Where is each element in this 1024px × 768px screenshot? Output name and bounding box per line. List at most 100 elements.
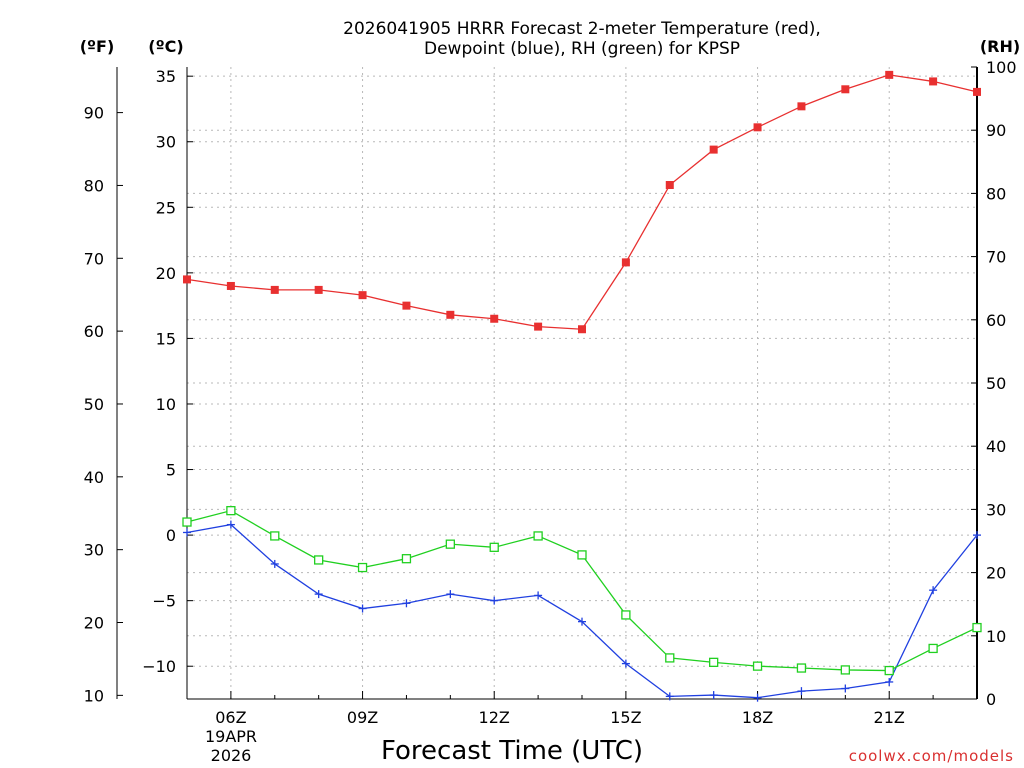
2-meter-temperature-point: [358, 291, 367, 300]
2-meter-temperature-point: [753, 123, 762, 132]
2-meter-temperature-point: [885, 70, 894, 79]
fahrenheit-tick-label: 40: [84, 468, 104, 487]
rh-tick-label: 60: [986, 311, 1006, 330]
celsius-tick-label: 20: [156, 264, 176, 283]
axes: 35302520151050−5−10908070605040302010100…: [84, 58, 1017, 727]
2-meter-temperature-point: [973, 87, 981, 96]
celsius-tick-label: 15: [156, 329, 176, 348]
x-tick-label: 15Z: [610, 708, 641, 727]
fahrenheit-tick-label: 60: [84, 322, 104, 341]
dewpoint-point: [709, 691, 718, 700]
relative-humidity-point: [489, 542, 499, 552]
celsius-tick-label: 5: [166, 461, 176, 480]
x-tick-label: 06Z: [215, 708, 246, 727]
celsius-tick-label: 0: [166, 526, 176, 545]
fahrenheit-tick-label: 90: [84, 104, 104, 123]
dewpoint-point: [973, 531, 981, 540]
2-meter-temperature-point: [665, 181, 674, 190]
2-meter-temperature-point: [402, 301, 411, 310]
x-tick-label: 18Z: [742, 708, 773, 727]
dewpoint-point: [753, 693, 762, 702]
rh-tick-label: 30: [986, 500, 1006, 519]
fahrenheit-axis-unit: (ºF): [80, 37, 115, 56]
rh-tick-label: 0: [986, 690, 996, 709]
relative-humidity-point: [226, 506, 236, 516]
2-meter-temperature-point: [183, 275, 191, 284]
relative-humidity-point: [270, 531, 280, 541]
rh-tick-label: 90: [986, 121, 1006, 140]
fahrenheit-tick-label: 20: [84, 614, 104, 633]
relative-humidity-point: [928, 643, 938, 654]
rh-tick-label: 50: [986, 374, 1006, 393]
relative-humidity-series: [182, 506, 982, 676]
2-meter-temperature-point: [534, 322, 543, 331]
dewpoint-point: [797, 687, 806, 696]
x-tick-label: 12Z: [479, 708, 510, 727]
dewpoint-point: [578, 617, 586, 626]
x-tick-label: 09Z: [347, 708, 378, 727]
dewpoint-point: [534, 591, 543, 600]
dewpoint-series: [183, 520, 981, 702]
2-meter-temperature-series: [183, 70, 981, 334]
relative-humidity-point: [884, 665, 894, 676]
x-tick-label: 21Z: [874, 708, 905, 727]
2-meter-temperature-point: [270, 285, 279, 294]
2-meter-temperature-point: [797, 102, 806, 111]
data-series: [182, 70, 982, 702]
relative-humidity-point: [357, 562, 368, 573]
rh-tick-label: 80: [986, 184, 1006, 203]
dewpoint-point: [621, 659, 630, 668]
celsius-tick-label: 35: [156, 67, 176, 86]
fahrenheit-tick-label: 50: [84, 395, 104, 414]
dewpoint-point: [270, 559, 279, 568]
relative-humidity-point: [314, 555, 324, 565]
celsius-axis-unit: (ºC): [148, 37, 183, 56]
relative-humidity-point: [401, 554, 412, 564]
2-meter-temperature-point: [490, 314, 499, 323]
dewpoint-point: [665, 692, 674, 701]
rh-axis-unit: (RH): [980, 37, 1020, 56]
chart-title-line1: 2026041905 HRRR Forecast 2-meter Tempera…: [343, 19, 821, 39]
dewpoint-point: [841, 684, 850, 693]
2-meter-temperature-point: [314, 285, 323, 294]
date-label-year: 2026: [211, 746, 252, 765]
rh-tick-label: 10: [986, 627, 1006, 646]
relative-humidity-point: [621, 610, 631, 620]
dewpoint-point: [402, 599, 411, 608]
rh-tick-label: 100: [986, 58, 1017, 77]
fahrenheit-tick-label: 70: [84, 249, 104, 268]
relative-humidity-point: [182, 517, 192, 527]
fahrenheit-tick-label: 80: [84, 176, 104, 195]
x-axis-label: Forecast Time (UTC): [381, 736, 643, 766]
2-meter-temperature-point: [841, 85, 850, 94]
relative-humidity-point: [577, 550, 587, 560]
relative-humidity-point: [840, 665, 850, 675]
relative-humidity-point: [445, 539, 455, 549]
dewpoint-point: [446, 590, 455, 599]
celsius-tick-label: 30: [156, 133, 176, 152]
celsius-tick-label: 10: [156, 395, 176, 414]
dewpoint-point: [490, 596, 499, 605]
2-meter-temperature-point: [929, 77, 938, 86]
rh-tick-label: 40: [986, 437, 1006, 456]
date-label-day: 19APR: [205, 727, 257, 746]
2-meter-temperature-point: [709, 145, 718, 154]
celsius-tick-label: 25: [156, 198, 176, 217]
relative-humidity-point: [665, 653, 675, 663]
relative-humidity-line: [186, 509, 978, 672]
fahrenheit-tick-label: 10: [84, 686, 104, 705]
fahrenheit-tick-label: 30: [84, 541, 104, 560]
2-meter-temperature-line: [186, 74, 978, 330]
rh-tick-label: 70: [986, 248, 1006, 267]
dewpoint-point: [226, 520, 235, 529]
celsius-tick-label: −5: [152, 592, 176, 611]
relative-humidity-point: [796, 663, 807, 673]
chart-title-line2: Dewpoint (blue), RH (green) for KPSP: [424, 39, 740, 59]
2-meter-temperature-point: [621, 258, 630, 267]
rh-tick-label: 20: [986, 564, 1006, 583]
dewpoint-point: [885, 677, 894, 686]
2-meter-temperature-point: [578, 325, 586, 334]
2-meter-temperature-point: [446, 310, 455, 319]
relative-humidity-point: [972, 622, 982, 633]
